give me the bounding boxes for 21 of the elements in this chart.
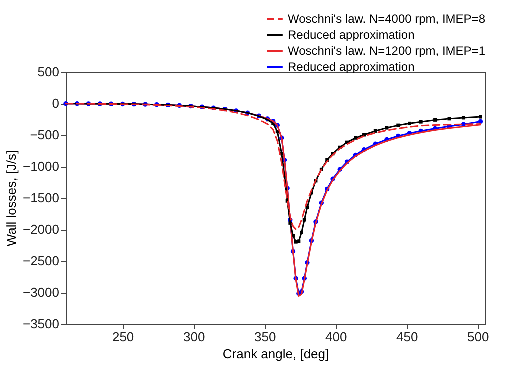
y-tick-label: −2000	[22, 222, 60, 237]
y-tick-label: −2500	[22, 254, 60, 268]
y-tick-label: −500	[30, 128, 60, 142]
y-tick-label: −1000	[22, 159, 60, 174]
y-tick-label: 500	[38, 64, 60, 80]
y-tick-label: 0	[52, 96, 60, 111]
y-tick-label: −3000	[22, 285, 60, 300]
legend-label: Woschni's law. N=1200 rpm, IMEP=1	[288, 44, 486, 58]
legend-label: Reduced approximation	[288, 28, 415, 42]
x-tick-label: 450	[396, 330, 418, 344]
legend-label: Woschni's law. N=4000 rpm, IMEP=8	[288, 12, 486, 26]
x-tick-label: 500	[468, 330, 490, 344]
y-tick-label: −1500	[22, 190, 60, 206]
x-tick-label: 250	[112, 330, 134, 344]
x-tick-label: 300	[183, 330, 206, 344]
x-tick-label: 350	[254, 330, 276, 344]
x-tick-label: 400	[326, 330, 348, 344]
legend-label: Reduced approximation	[288, 60, 415, 74]
x-axis-title: Crank angle, [deg]	[222, 346, 330, 362]
y-axis-title: Wall losses, [J/s]	[4, 150, 19, 247]
y-tick-label: −3500	[22, 316, 60, 332]
